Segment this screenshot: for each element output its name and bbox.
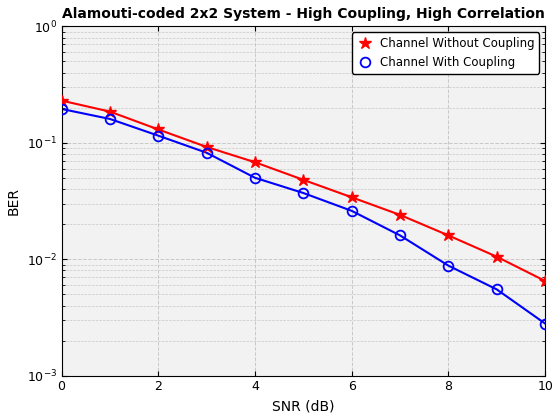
Channel With Coupling	[203, 150, 210, 155]
Channel With Coupling	[155, 133, 162, 138]
Channel Without Coupling	[251, 160, 258, 165]
Channel With Coupling	[106, 116, 113, 121]
Y-axis label: BER: BER	[7, 187, 21, 215]
X-axis label: SNR (dB): SNR (dB)	[272, 399, 335, 413]
Line: Channel With Coupling: Channel With Coupling	[57, 104, 550, 328]
Channel Without Coupling	[155, 127, 162, 132]
Channel Without Coupling	[203, 144, 210, 150]
Channel With Coupling	[300, 191, 307, 196]
Channel Without Coupling	[445, 233, 452, 238]
Channel Without Coupling	[300, 177, 307, 182]
Line: Channel Without Coupling: Channel Without Coupling	[55, 94, 552, 287]
Channel With Coupling	[348, 208, 355, 213]
Channel With Coupling	[58, 106, 65, 111]
Channel Without Coupling	[542, 278, 548, 284]
Title: Alamouti-coded 2x2 System - High Coupling, High Correlation: Alamouti-coded 2x2 System - High Couplin…	[62, 7, 545, 21]
Channel Without Coupling	[348, 195, 355, 200]
Channel With Coupling	[493, 287, 500, 292]
Channel Without Coupling	[58, 98, 65, 103]
Legend: Channel Without Coupling, Channel With Coupling: Channel Without Coupling, Channel With C…	[352, 32, 539, 74]
Channel Without Coupling	[396, 213, 403, 218]
Channel With Coupling	[251, 175, 258, 180]
Channel Without Coupling	[493, 254, 500, 259]
Channel With Coupling	[445, 263, 452, 268]
Channel With Coupling	[396, 233, 403, 238]
Channel Without Coupling	[106, 109, 113, 114]
Channel With Coupling	[542, 321, 548, 326]
